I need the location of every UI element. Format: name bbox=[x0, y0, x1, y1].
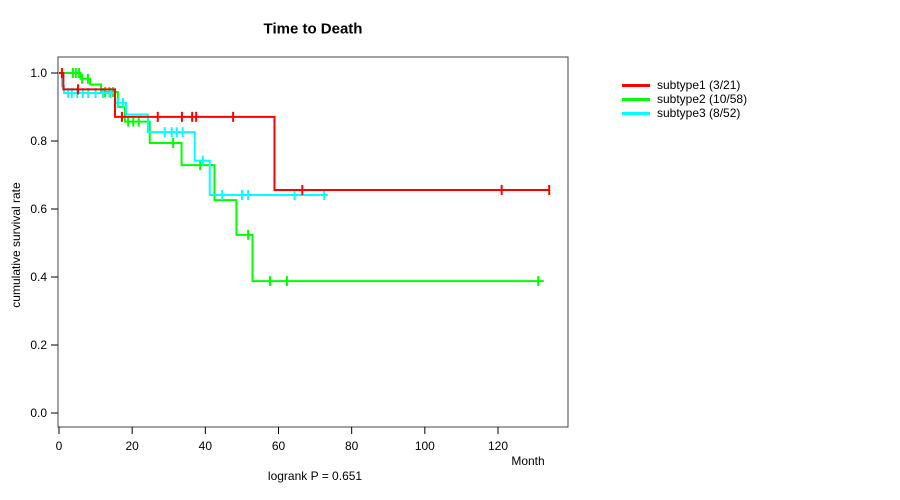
legend-line-subtype1 bbox=[622, 83, 650, 87]
legend-item-subtype3: subtype3 (8/52) bbox=[622, 106, 747, 120]
curve-subtype2 bbox=[59, 68, 544, 287]
legend-line-subtype3 bbox=[622, 111, 650, 115]
curve-subtype3 bbox=[59, 72, 328, 201]
svg-text:40: 40 bbox=[199, 439, 213, 453]
legend-label-subtype1: subtype1 (3/21) bbox=[657, 78, 741, 92]
svg-text:0.2: 0.2 bbox=[30, 338, 47, 352]
curve-subtype1 bbox=[59, 68, 551, 195]
legend-label-subtype3: subtype3 (8/52) bbox=[657, 106, 741, 120]
svg-text:0: 0 bbox=[56, 439, 63, 453]
svg-text:0.4: 0.4 bbox=[30, 270, 47, 284]
svg-text:120: 120 bbox=[488, 439, 508, 453]
legend-label-subtype2: subtype2 (10/58) bbox=[657, 92, 748, 106]
logrank-annotation: logrank P = 0.651 bbox=[267, 469, 363, 483]
svg-text:20: 20 bbox=[125, 439, 139, 453]
svg-text:0.8: 0.8 bbox=[30, 134, 47, 148]
legend-item-subtype2: subtype2 (10/58) bbox=[622, 92, 747, 106]
x-axis-title: Month bbox=[511, 454, 545, 468]
x-axis-ticks: 0 20 40 60 80 100 120 bbox=[56, 427, 508, 453]
chart-title: Time to Death bbox=[263, 20, 363, 38]
legend-item-subtype1: subtype1 (3/21) bbox=[622, 78, 747, 92]
svg-text:1.0: 1.0 bbox=[30, 66, 47, 80]
legend: subtype1 (3/21) subtype2 (10/58) subtype3 … bbox=[622, 78, 747, 120]
svg-text:0.0: 0.0 bbox=[30, 406, 47, 420]
svg-text:100: 100 bbox=[415, 439, 435, 453]
plot-box bbox=[57, 56, 569, 428]
legend-line-subtype2 bbox=[622, 97, 650, 101]
svg-text:80: 80 bbox=[345, 439, 359, 453]
svg-text:60: 60 bbox=[272, 439, 286, 453]
y-axis-ticks: 0.0 0.2 0.4 0.6 0.8 1.0 bbox=[30, 66, 58, 420]
svg-text:0.6: 0.6 bbox=[30, 202, 47, 216]
